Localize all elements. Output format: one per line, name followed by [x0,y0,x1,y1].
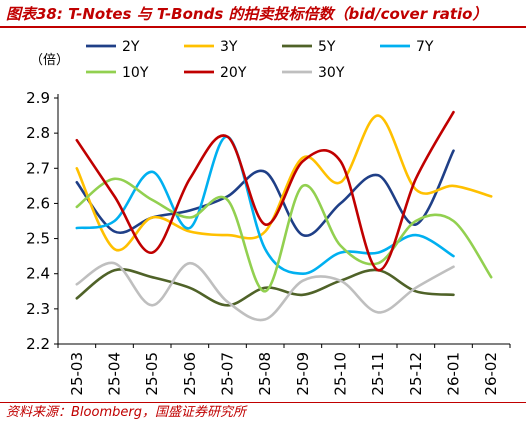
x-tick-label: 26-01 [445,352,463,396]
x-tick-label: 25-10 [332,352,350,396]
series-line-5y [75,268,455,307]
legend-label-10y: 10Y [122,65,149,81]
x-tick-label: 25-09 [294,352,312,396]
y-tick-label: 2.2 [26,335,50,353]
x-tick-label: 25-07 [219,352,237,396]
legend-label-20y: 20Y [220,65,247,81]
series-line-30y [75,261,455,322]
series-line-10y [75,177,493,293]
series-lines [75,110,493,322]
legend-label-3y: 3Y [220,39,238,55]
x-tick-label: 25-05 [143,352,161,396]
legend-label-5y: 5Y [318,39,336,55]
legend-label-7y: 7Y [416,39,434,55]
axes: 2.2 2.3 2.4 2.5 2.6 2.7 2.8 2.9 25-03 25-04 25-05 2… [26,89,511,396]
y-tick-label: 2.8 [26,124,50,142]
figure-title: 图表38: T-Notes 与 T-Bonds 的拍卖投标倍数（bid/cove… [6,5,488,23]
y-axis-unit-label: （倍） [30,53,69,68]
title-rule [0,26,526,28]
x-tick-label: 25-08 [256,352,274,396]
series-line-3y [75,114,493,252]
x-tick-label: 25-11 [369,352,387,396]
series-line-20y [75,110,455,272]
legend-label-2y: 2Y [122,39,140,55]
y-tick-label: 2.9 [26,89,50,107]
figure-source: 资料来源：Bloomberg，国盛证券研究所 [6,405,246,420]
y-tick-label: 2.5 [26,230,50,248]
series-line-2y [75,149,455,237]
y-tick-label: 2.4 [26,265,50,283]
x-tick-label: 25-04 [106,352,124,396]
x-tick-label: 25-03 [68,352,86,396]
source-rule [0,402,526,403]
y-tick-label: 2.7 [26,159,50,177]
y-tick-label: 2.3 [26,300,50,318]
line-chart: （倍） 2Y 3Y 5Y 7Y 10Y 20Y 30Y 2.2 2.3 2.4 2.5 2.6 2.7… [26,39,511,396]
x-tick-label: 25-12 [407,352,425,396]
x-tick-label: 26-02 [482,352,500,396]
y-tick-label: 2.6 [26,194,50,212]
legend-label-30y: 30Y [318,65,345,81]
x-tick-label: 25-06 [181,352,199,396]
legend: 2Y 3Y 5Y 7Y 10Y 20Y 30Y [86,39,434,81]
series-line-7y [75,135,455,276]
